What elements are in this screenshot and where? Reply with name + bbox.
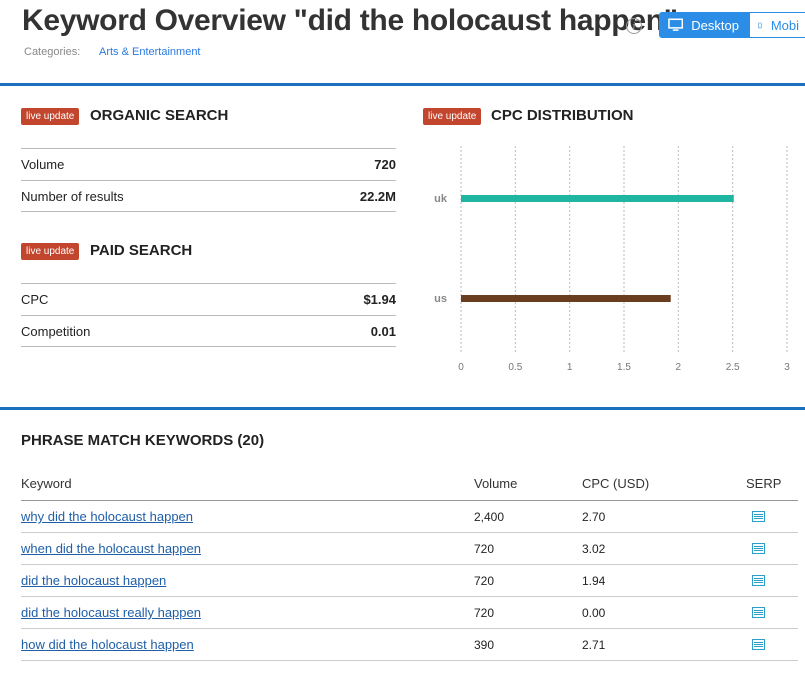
keyword-link[interactable]: how did the holocaust happen [21, 637, 194, 652]
chart-bar [461, 295, 671, 302]
chart-category-label: us [434, 293, 447, 305]
mobile-button[interactable]: Mobi [750, 12, 805, 38]
table-row: did the holocaust happen 720 1.94 [21, 565, 798, 597]
cpc-cell: 1.94 [582, 573, 606, 588]
table-row: when did the holocaust happen 720 3.02 [21, 533, 798, 565]
serp-icon[interactable] [752, 511, 765, 522]
category-link[interactable]: Arts & Entertainment [99, 46, 201, 58]
volume-cell: 720 [474, 541, 495, 556]
organic-results-value: 22.2M [359, 189, 396, 204]
cpc-distribution-chart: 0 0.5 1 1.5 2 2.5 3 uk us [434, 146, 790, 373]
paid-cpc-row: CPC $1.94 [21, 283, 396, 315]
organic-volume-value: 720 [374, 157, 396, 172]
chart-tick-label: 1 [567, 362, 573, 373]
table-row: did the holocaust really happen 720 0.00 [21, 597, 798, 629]
serp-icon[interactable] [752, 607, 765, 618]
chart-bar [461, 195, 734, 202]
column-volume[interactable]: Volume [474, 476, 518, 491]
table-row: how did the holocaust happen 390 2.71 [21, 629, 798, 661]
chart-tick-label: 2 [676, 362, 682, 373]
cpc-live-badge: live update [423, 108, 482, 125]
organic-live-badge: live update [21, 108, 80, 125]
phrase-match-title: PHRASE MATCH KEYWORDS (20) [21, 432, 265, 449]
volume-cell: 390 [474, 637, 495, 652]
mobile-label: Mobi [770, 17, 799, 33]
chart-tick-label: 0.5 [508, 362, 522, 373]
organic-volume-row: Volume 720 [21, 148, 396, 180]
volume-cell: 720 [474, 573, 495, 588]
desktop-button[interactable]: Desktop [659, 12, 750, 38]
cpc-cell: 0.00 [582, 605, 606, 620]
paid-divider [21, 346, 396, 347]
table-header: Keyword Volume CPC (USD) SERP [21, 467, 798, 501]
organic-volume-label: Volume [21, 157, 65, 172]
categories-label: Categories: [24, 46, 81, 58]
volume-cell: 720 [474, 605, 495, 620]
chart-category-label: uk [434, 193, 448, 205]
table-row: why did the holocaust happen 2,400 2.70 [21, 501, 798, 533]
cpc-cell: 3.02 [582, 541, 606, 556]
device-toggle: Desktop Mobi [659, 12, 805, 38]
column-keyword[interactable]: Keyword [21, 476, 72, 491]
chart-tick-label: 1.5 [617, 362, 631, 373]
column-serp: SERP [746, 476, 782, 491]
organic-results-label: Number of results [21, 189, 124, 204]
chart-tick-label: 2.5 [726, 362, 740, 373]
paid-live-badge: live update [21, 243, 80, 260]
serp-icon[interactable] [752, 543, 765, 554]
desktop-icon [668, 18, 684, 31]
organic-results-row: Number of results 22.2M [21, 180, 396, 212]
section-divider-top [0, 83, 805, 86]
serp-icon[interactable] [752, 639, 765, 650]
column-cpc[interactable]: CPC (USD) [582, 476, 650, 491]
keyword-link[interactable]: did the holocaust really happen [21, 605, 201, 620]
organic-search-title: ORGANIC SEARCH [90, 107, 229, 124]
cpc-cell: 2.70 [582, 509, 606, 524]
paid-cpc-label: CPC [21, 292, 49, 307]
paid-competition-value: 0.01 [370, 324, 396, 339]
desktop-label: Desktop [691, 17, 739, 33]
cpc-cell: 2.71 [582, 637, 606, 652]
keyword-link[interactable]: when did the holocaust happen [21, 541, 201, 556]
paid-competition-row: Competition 0.01 [21, 315, 396, 347]
keyword-link[interactable]: did the holocaust happen [21, 573, 167, 588]
page-title: Keyword Overview "did the holocaust happ… [22, 4, 678, 37]
serp-icon[interactable] [752, 575, 765, 586]
info-icon[interactable]: i [626, 18, 642, 34]
volume-cell: 2,400 [474, 509, 505, 524]
section-divider-bottom [0, 407, 805, 410]
cpc-distribution-title: CPC DISTRIBUTION [491, 107, 634, 124]
organic-divider [21, 211, 396, 212]
paid-cpc-value: $1.94 [363, 292, 396, 307]
keyword-link[interactable]: why did the holocaust happen [21, 509, 194, 524]
mobile-icon [758, 22, 762, 28]
paid-competition-label: Competition [21, 324, 91, 339]
paid-search-title: PAID SEARCH [90, 242, 193, 259]
chart-tick-label: 3 [784, 362, 790, 373]
chart-tick-label: 0 [458, 362, 464, 373]
